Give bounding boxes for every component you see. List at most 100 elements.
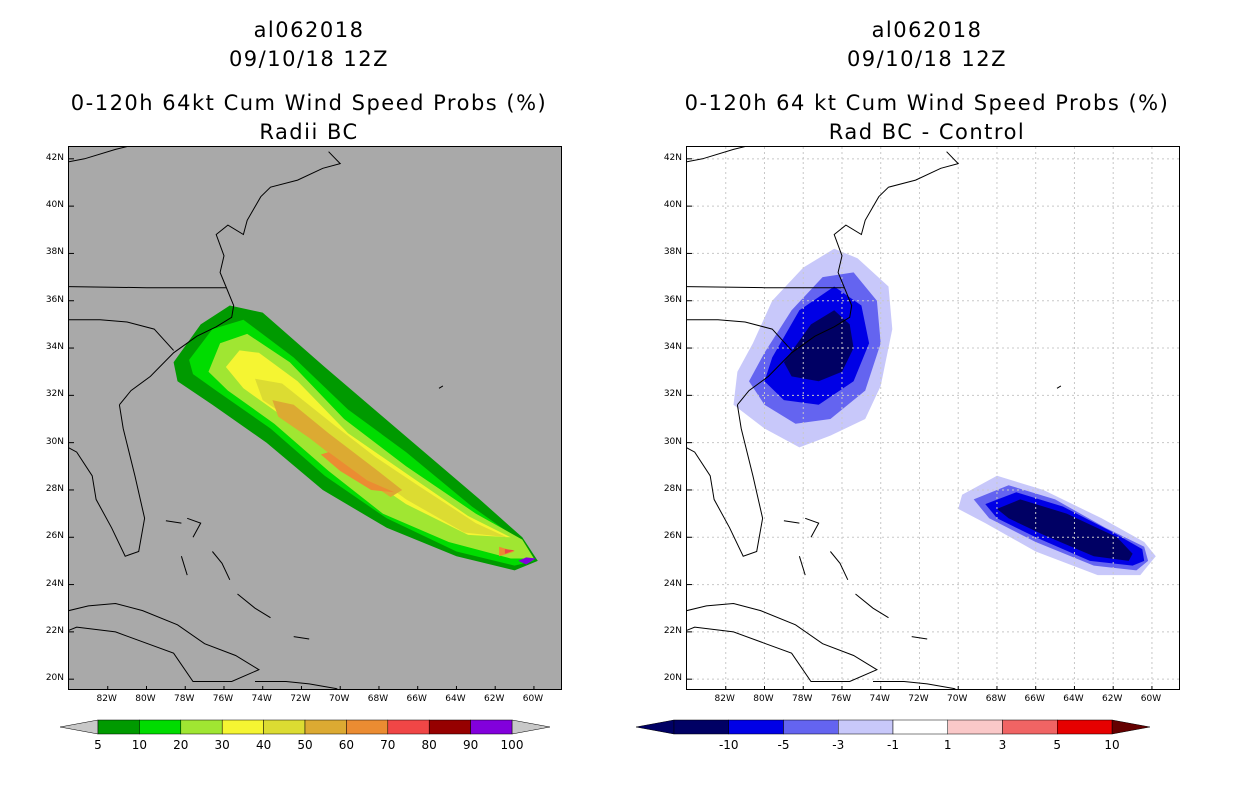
colorbar xyxy=(0,715,618,755)
y-tick-label: 26N xyxy=(663,531,682,542)
x-tick-label: 82W xyxy=(96,694,117,704)
coastline-bahamas4 xyxy=(855,593,889,619)
coastline-bahamas1 xyxy=(187,517,202,538)
x-tick-label: 60W xyxy=(1140,694,1162,704)
colorbar-svg xyxy=(635,719,1151,735)
y-tick-label: 28N xyxy=(663,483,682,494)
colorbar-swatch xyxy=(838,719,894,735)
colorbar-swatch xyxy=(263,719,306,735)
colorbar-label: -5 xyxy=(777,738,790,752)
coastline-bermuda xyxy=(438,385,444,389)
x-tick-label: 70W xyxy=(329,694,350,704)
y-tick-label: 36N xyxy=(663,294,682,305)
coastline-caicos xyxy=(293,636,310,640)
y-tick-label: 24N xyxy=(663,578,682,589)
coastline-hispaniola xyxy=(255,681,338,689)
x-tick-label: 74W xyxy=(251,694,272,704)
y-tick-label: 30N xyxy=(45,436,64,447)
colorbar-swatch xyxy=(947,719,1003,735)
y-tick-label: 40N xyxy=(663,200,682,211)
storm-id: al062018 xyxy=(253,18,365,42)
colorbar-label: 20 xyxy=(173,738,189,752)
chart-title: 0-120h 64kt Cum Wind Speed Probs (%) xyxy=(70,91,548,115)
contour-level-neg10 xyxy=(997,499,1133,561)
colorbar-svg xyxy=(59,719,551,735)
colorbar-swatch xyxy=(1002,719,1058,735)
colorbar-label: 5 xyxy=(1053,738,1062,752)
colorbar-swatch xyxy=(1057,719,1113,735)
y-tick-label: 38N xyxy=(45,247,64,258)
contour-level-neg10 xyxy=(783,310,854,382)
coastline-vaNc xyxy=(69,286,226,289)
colorbar-swatch xyxy=(892,719,948,735)
coastline-seCoast xyxy=(119,151,342,406)
colorbar-label: 50 xyxy=(297,738,313,752)
coastline-bahamas3 xyxy=(830,551,849,581)
contour-level-60 xyxy=(320,452,395,493)
y-tick-label: 32N xyxy=(663,389,682,400)
y-tick-label: 20N xyxy=(663,673,682,684)
y-tick-label: 32N xyxy=(45,389,64,400)
colorbar-label: 1 xyxy=(943,738,952,752)
y-tick-label: 30N xyxy=(663,436,682,447)
map-plot xyxy=(68,146,562,690)
contour-level-70 xyxy=(504,549,515,554)
y-tick-label: 26N xyxy=(45,531,64,542)
x-tick-label: 68W xyxy=(985,694,1007,704)
contour-level-90 xyxy=(518,557,536,565)
y-tick-label: 42N xyxy=(663,152,682,163)
y-tick-label: 24N xyxy=(45,578,64,589)
map-plot xyxy=(686,146,1180,690)
colorbar-label: 70 xyxy=(380,738,396,752)
x-tick-label: 64W xyxy=(445,694,466,704)
coastline-ncSc xyxy=(687,319,792,351)
left-panel: al062018 09/10/18 12Z 0-120h 64kt Cum Wi… xyxy=(0,18,618,755)
coastline-florida xyxy=(687,404,764,557)
coastline-caicos xyxy=(911,636,928,640)
x-tick-label: 72W xyxy=(290,694,311,704)
y-tick-label: 20N xyxy=(45,673,64,684)
coastline-hispaniola xyxy=(873,681,956,689)
chart-subtitle: Rad BC - Control xyxy=(828,120,1026,144)
forecast-time: 09/10/18 12Z xyxy=(228,47,390,71)
colorbar-label: 10 xyxy=(131,738,148,752)
x-tick-label: 72W xyxy=(908,694,929,704)
coastline-vaNc xyxy=(687,286,844,289)
colorbar-end-low xyxy=(635,719,675,735)
y-tick-label: 28N xyxy=(45,483,64,494)
x-tick-label: 82W xyxy=(714,694,735,704)
colorbar-swatch xyxy=(470,719,513,735)
colorbar-swatch xyxy=(97,719,140,735)
colorbar-end-low xyxy=(59,719,99,735)
colorbar-label: -1 xyxy=(887,738,899,752)
y-tick-label: 36N xyxy=(45,294,64,305)
colorbar-swatch xyxy=(346,719,389,735)
x-tick-label: 78W xyxy=(792,694,813,704)
x-tick-label: 76W xyxy=(212,694,234,704)
colorbar-label: -10 xyxy=(718,738,739,752)
coastline-bahamas4 xyxy=(237,593,271,619)
contour-level-50 xyxy=(272,400,403,498)
colorbar-label: 80 xyxy=(421,738,437,752)
map-svg xyxy=(687,147,1179,689)
coastline-bermuda xyxy=(1056,385,1062,389)
right-panel: al062018 09/10/18 12Z 0-120h 64 kt Cum W… xyxy=(618,0,1236,800)
colorbar-swatch xyxy=(139,719,182,735)
coastline-cuba xyxy=(69,602,260,682)
coastline-cuba xyxy=(687,602,878,682)
coastline-bahamas2 xyxy=(180,556,188,576)
x-tick-label: 62W xyxy=(1102,694,1123,704)
coastline-florida xyxy=(69,404,146,557)
x-tick-label: 66W xyxy=(1024,694,1045,704)
colorbar-swatch xyxy=(180,719,223,735)
x-tick-label: 80W xyxy=(135,694,156,704)
colorbar-end-high xyxy=(1111,719,1151,735)
coastline-bahamas3 xyxy=(212,551,231,581)
map-svg xyxy=(69,147,538,689)
coastline-grandBahama xyxy=(783,520,800,524)
x-tick-label: 76W xyxy=(830,694,852,704)
coastline-ncSc xyxy=(69,319,174,351)
y-tick-label: 42N xyxy=(45,152,64,163)
coastline-grandBahama xyxy=(165,520,182,524)
coastline-lakeErie xyxy=(687,147,746,163)
